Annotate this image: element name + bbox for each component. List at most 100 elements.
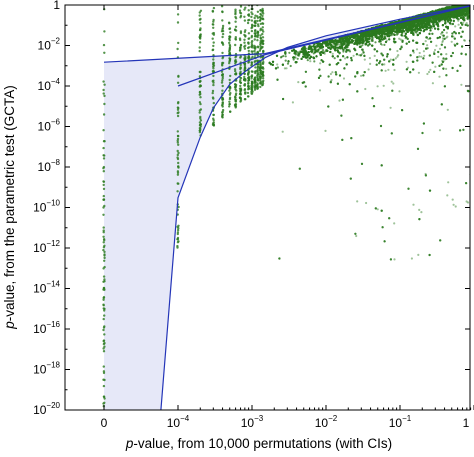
data-point [406,66,410,69]
data-point [471,5,473,7]
data-point [424,40,427,43]
data-point [330,78,333,82]
data-point [291,101,294,104]
data-point [376,208,379,211]
data-point [356,90,359,93]
data-point [387,68,390,71]
data-point [467,90,470,93]
data-point [457,19,460,22]
data-point [446,194,449,197]
data-point [319,74,322,77]
data-point [422,42,425,46]
data-point [398,90,401,93]
data-point [405,68,408,71]
data-point [420,211,423,214]
data-point [412,203,415,206]
data-point [284,59,287,62]
data-point [471,7,473,9]
data-point [440,43,443,46]
data-point [451,66,454,70]
data-point [371,97,374,100]
data-point [471,4,473,6]
data-point [356,200,359,203]
data-point [431,61,434,64]
data-point [418,218,421,221]
data-point [422,50,425,53]
data-point [374,207,377,210]
data-point [467,18,470,21]
data-point [459,129,462,132]
data-point [433,48,437,52]
data-point [470,5,472,7]
data-point [443,85,446,88]
data-point [319,62,322,65]
data-point [471,7,473,9]
data-point [471,7,473,9]
data-point [451,22,454,26]
data-point [320,59,323,62]
data-point [451,32,454,35]
data-point [356,71,359,74]
data-point [471,6,473,8]
data-point [336,82,339,85]
data-point [281,130,284,133]
data-point [437,55,440,58]
data-point [394,40,397,44]
data-point [431,24,434,27]
data-point [410,257,413,260]
data-point [363,71,366,74]
data-point [454,205,457,208]
data-point [383,58,386,61]
data-point [445,57,448,60]
data-point [350,59,353,62]
data-point [456,42,459,45]
data-point [397,54,400,57]
data-point [386,55,389,58]
data-point [329,80,332,83]
data-point [416,59,419,62]
data-point [471,5,473,7]
data-point [415,48,419,51]
data-point [360,162,364,165]
data-point [338,99,341,102]
data-point [343,67,346,70]
data-point [348,83,351,86]
data-point [433,52,436,56]
data-point [471,6,473,8]
data-point [439,239,442,242]
data-point [441,37,445,40]
data-point [443,37,446,40]
data-point [422,57,425,60]
data-point [472,6,474,8]
data-point [471,24,473,26]
data-point [471,7,473,9]
data-point [276,78,279,81]
data-point [465,200,468,203]
data-point [303,81,306,84]
data-point [445,67,448,70]
data-point [279,56,283,59]
data-point [433,70,436,73]
data-point [443,46,447,49]
data-point [471,11,473,13]
data-point [472,6,474,8]
data-point [329,81,332,84]
data-point [461,30,464,33]
data-point [415,41,418,44]
data-point [453,43,456,46]
data-point [437,25,440,28]
data-point [399,38,402,41]
data-point [392,63,395,66]
data-point [384,69,387,72]
data-point [471,6,473,8]
data-point [471,7,473,9]
data-point [383,43,386,47]
data-point [339,58,342,62]
data-point [354,75,357,78]
data-point [400,46,403,49]
data-point [412,51,415,54]
data-point [421,131,424,135]
data-point [459,26,462,29]
data-point [428,189,432,192]
data-point [286,62,290,65]
